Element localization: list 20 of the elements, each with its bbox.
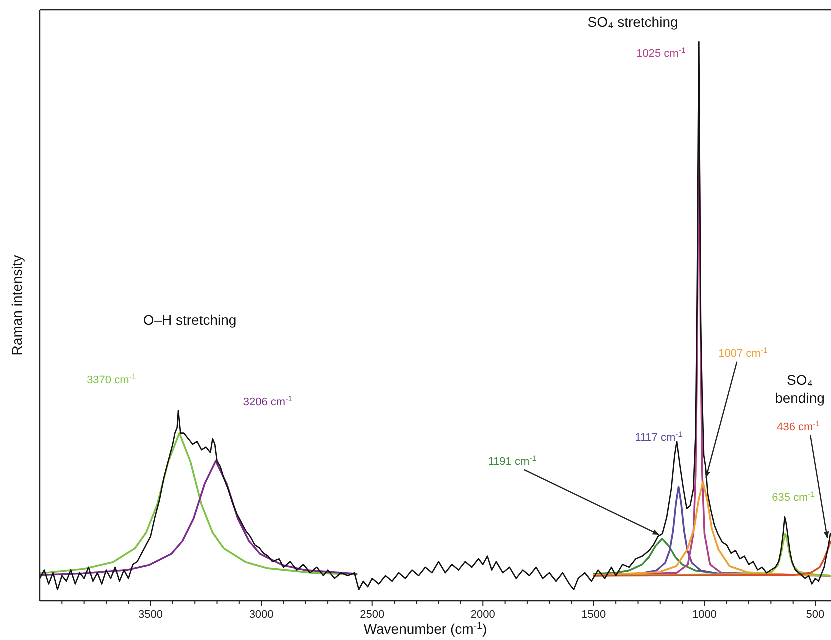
text: 1025 cm$^{-1}$ <box>636 46 686 60</box>
x-tick-label: 1500 <box>582 609 606 621</box>
x-axis-title: Wavenumber (cm$^{-1}$) <box>364 620 488 637</box>
text: SO₄ stretching <box>588 14 678 30</box>
annotation: O–H stretching <box>143 312 237 328</box>
text: 1117 cm$^{-1}$ <box>635 429 682 444</box>
x-tick-label: 3500 <box>138 609 164 621</box>
text: 3206 cm$^{-1}$ <box>243 394 292 408</box>
x-tick-label: 1000 <box>692 609 717 621</box>
x-tick-label: 2500 <box>360 609 385 621</box>
x-tick-label: 2000 <box>470 609 496 621</box>
x-tick-label: 3000 <box>249 609 274 621</box>
text: 635 cm$^{-1}$ <box>772 489 816 504</box>
y-axis-title: Raman intensity <box>9 255 25 356</box>
text: 1191 cm$^{-1}$ <box>488 453 536 468</box>
x-tick-label: 500 <box>806 609 825 621</box>
annotation: SO₄ bending <box>775 372 825 406</box>
text: 1007 cm$^{-1}$ <box>718 345 768 360</box>
text: 3370 cm$^{-1}$ <box>87 372 136 386</box>
text: 436 cm$^{-1}$ <box>777 418 820 434</box>
